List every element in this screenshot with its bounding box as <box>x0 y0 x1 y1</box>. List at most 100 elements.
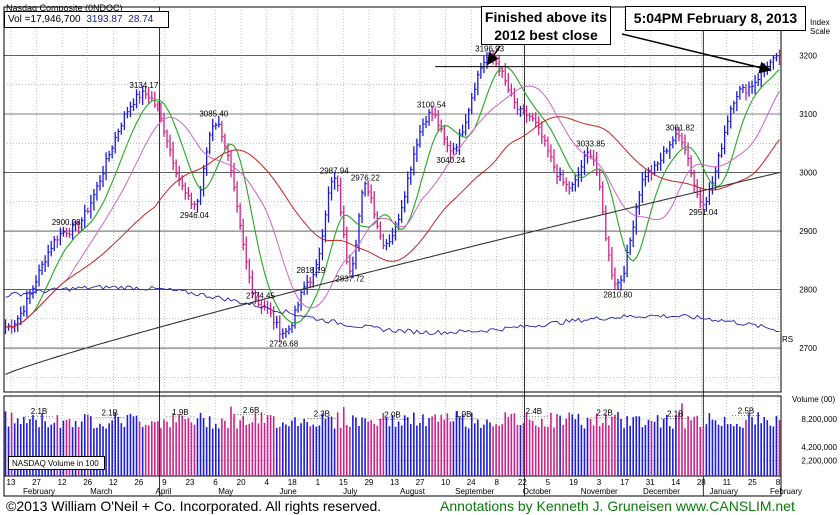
ma10-line <box>5 65 780 328</box>
last-price: 3193.87 <box>86 14 123 25</box>
date-tick-label: 13 <box>7 478 16 487</box>
price-tick-label: 2800 <box>799 286 817 295</box>
month-label: September <box>455 487 494 496</box>
volume-level-label: 2.1B <box>667 409 683 418</box>
date-tick-label: 25 <box>748 478 757 487</box>
volume-tick-label: 4,200,000 <box>801 443 837 452</box>
date-tick-label: 13 <box>390 478 399 487</box>
header-stats: Vol =17,946,700 3193.87 28.74 <box>4 11 169 28</box>
month-label: August <box>400 487 426 496</box>
month-label: July <box>343 487 357 496</box>
volume-tick-label: 8,200,000 <box>801 415 837 424</box>
month-label: April <box>155 487 171 496</box>
price-tick-label: 2900 <box>799 227 817 236</box>
date-tick-label: 8 <box>776 478 781 487</box>
month-label: February <box>23 487 55 496</box>
price-point-label: 3085.40 <box>199 110 228 119</box>
annotation-credit: Annotations by Kenneth J. Gruneisen www.… <box>440 498 795 514</box>
month-label: October <box>523 487 552 496</box>
date-tick-label: 10 <box>441 478 450 487</box>
date-tick-label: 1 <box>316 478 321 487</box>
date-tick-label: 27 <box>416 478 425 487</box>
volume-level-label: 2.5B <box>738 406 754 415</box>
date-tick-label: 17 <box>620 478 629 487</box>
date-tick-label: 24 <box>467 478 476 487</box>
date-tick-label: 15 <box>339 478 348 487</box>
month-label: November <box>581 487 618 496</box>
price-point-label: 3134.17 <box>129 81 158 90</box>
price-point-label: 2900.28 <box>52 218 81 227</box>
date-tick-label: 5 <box>546 478 551 487</box>
price-tick-label: 3000 <box>799 169 817 178</box>
price-point-label: 2976.22 <box>351 173 380 182</box>
price-tick-label: 2700 <box>799 344 817 353</box>
volume-level-label: 2.3B <box>314 409 330 418</box>
month-label: December <box>643 487 680 496</box>
copyright: ©2013 William O'Neil + Co. Incorporated.… <box>6 498 382 514</box>
date-tick-label: 9 <box>162 478 167 487</box>
price-point-label: 2987.94 <box>320 167 349 176</box>
volume-level-label: 1.9B <box>455 410 471 419</box>
volume-level-label: 2.4B <box>526 407 542 416</box>
price-point-label: 3100.54 <box>417 101 446 110</box>
date-tick-label: 22 <box>518 478 527 487</box>
price-point-label: 3040.24 <box>436 156 465 165</box>
price-point-label: 2946.04 <box>180 211 209 220</box>
price-change: 28.74 <box>128 14 154 25</box>
volume-level-label: 2.0B <box>384 411 400 420</box>
nasdaq-volume-label: NASDAQ Volume in 100 <box>8 456 105 470</box>
volume-axis-label: Volume (00) <box>792 395 836 404</box>
price-point-label: 2774.45 <box>246 292 275 301</box>
price-point-label: 3033.85 <box>576 140 605 149</box>
best-close-annotation: Finished above its 2012 best close <box>481 6 611 45</box>
date-tick-label: 20 <box>237 478 246 487</box>
volume-tick-label: 2,200,000 <box>801 457 837 466</box>
month-label: February <box>770 487 802 496</box>
date-tick-label: 4 <box>264 478 269 487</box>
ma21-line <box>5 85 780 328</box>
price-point-label: 3061.82 <box>666 123 695 132</box>
month-label: March <box>90 487 112 496</box>
price-point-label: 3196.93 <box>475 44 504 53</box>
volume-level-label: 2.2B <box>596 409 612 418</box>
annotation-arrow <box>487 45 501 66</box>
price-point-label: 2818.19 <box>296 266 325 275</box>
ma50-line <box>5 116 780 328</box>
volume-level-label: 2.1B <box>31 407 47 416</box>
month-label: January <box>710 487 738 496</box>
price-point-label: 2810.80 <box>603 290 632 299</box>
date-tick-label: 12 <box>109 478 118 487</box>
date-tick-label: 23 <box>186 478 195 487</box>
date-tick-label: 26 <box>83 478 92 487</box>
month-label: May <box>218 487 233 496</box>
price-tick-label: 3100 <box>799 110 817 119</box>
price-point-label: 2837.72 <box>335 275 364 284</box>
best-close-annotation-line1: Finished above its <box>484 9 608 25</box>
date-tick-label: 18 <box>288 478 297 487</box>
date-tick-label: 31 <box>646 478 655 487</box>
volume-level-label: 2.1B <box>101 409 117 418</box>
ma200-line <box>5 171 780 375</box>
date-tick-label: 28 <box>697 478 706 487</box>
volume-readout: Vol =17,946,700 <box>8 14 81 25</box>
volume-level-label: 2.6B <box>243 406 259 415</box>
month-label: June <box>279 487 297 496</box>
date-tick-label: 26 <box>134 478 143 487</box>
best-close-annotation-line2: 2012 best close <box>494 27 598 43</box>
annotation-arrow <box>621 33 772 74</box>
date-tick-label: 27 <box>32 478 41 487</box>
price-point-label: 2951.04 <box>689 208 718 217</box>
date-tick-label: 8 <box>495 478 500 487</box>
timestamp-annotation: 5:04PM February 8, 2013 <box>625 6 806 31</box>
index-scale-label: Index Scale <box>810 18 831 36</box>
rs-label: RS <box>782 335 794 344</box>
date-tick-label: 11 <box>723 478 732 487</box>
price-tick-label: 3200 <box>799 51 817 60</box>
date-tick-label: 29 <box>364 478 373 487</box>
date-tick-label: 19 <box>569 478 578 487</box>
date-tick-label: 12 <box>58 478 67 487</box>
date-tick-label: 14 <box>671 478 680 487</box>
chart-title: Nasdaq Composite (0NDQC) <box>6 3 123 13</box>
price-panel-frame <box>3 6 782 393</box>
rs-line <box>5 284 780 336</box>
